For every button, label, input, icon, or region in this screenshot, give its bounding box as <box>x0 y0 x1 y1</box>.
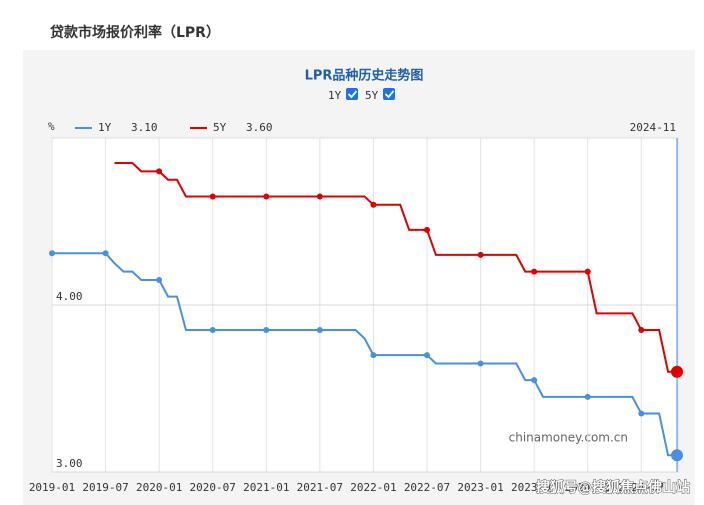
point-marker <box>263 327 270 334</box>
x-tick-label: 2024-01 <box>565 481 611 494</box>
legend-value: 3.10 <box>131 121 158 134</box>
y-axis-label: % <box>48 120 55 133</box>
cursor-label: 2024-11 <box>630 121 676 134</box>
x-tick-label: 2019-07 <box>82 481 128 494</box>
x-tick-label: 2021-01 <box>243 481 289 494</box>
point-marker <box>424 352 430 359</box>
point-marker <box>584 268 591 275</box>
overlay-watermark: 搜狐号@搜狐焦点佛山站 <box>536 479 690 496</box>
point-marker <box>671 449 683 462</box>
series-line <box>114 162 677 373</box>
legend-label: 5Y <box>213 121 227 134</box>
toggle-label: 5Y <box>365 89 379 102</box>
point-marker <box>316 327 323 334</box>
point-marker <box>370 201 377 208</box>
point-marker <box>102 250 109 257</box>
checkbox <box>346 88 358 100</box>
watermark: chinamoney.com.cn <box>509 431 628 445</box>
legend-value: 3.60 <box>246 121 273 134</box>
legend-label: 1Y <box>98 121 112 134</box>
toggle-label: 1Y <box>328 89 342 102</box>
point-marker <box>209 193 216 200</box>
point-marker <box>671 365 683 378</box>
point-marker <box>209 327 216 334</box>
y-tick-label: 3.00 <box>56 457 83 470</box>
checkmark <box>384 90 395 99</box>
point-marker <box>370 352 377 359</box>
point-marker <box>424 226 430 233</box>
chart-title: LPR品种历史走势图 <box>305 68 424 84</box>
point-marker <box>638 327 645 334</box>
point-marker <box>49 250 55 257</box>
x-tick-label: 2022-01 <box>350 481 396 494</box>
point-marker <box>584 393 591 400</box>
point-marker <box>477 251 484 258</box>
point-marker <box>531 268 538 275</box>
x-tick-label: 2020-01 <box>136 481 182 494</box>
point-marker <box>638 410 645 417</box>
point-marker <box>477 360 484 367</box>
series-toggle[interactable] <box>383 88 395 100</box>
x-tick-label: 2023-01 <box>457 481 503 494</box>
series-toggle[interactable] <box>346 88 358 100</box>
x-tick-label: 2021-07 <box>297 481 343 494</box>
x-tick-label: 2023-07 <box>511 481 557 494</box>
page-title: 贷款市场报价利率（LPR） <box>50 24 220 41</box>
y-tick-label: 4.00 <box>56 290 83 303</box>
point-marker <box>316 193 323 200</box>
x-tick-label: 2020-07 <box>190 481 236 494</box>
checkmark <box>347 90 358 99</box>
x-tick-label: 2019-01 <box>29 481 75 494</box>
checkbox <box>383 88 395 100</box>
x-tick-label: 2022-07 <box>404 481 450 494</box>
point-marker <box>263 193 270 200</box>
x-tick-label: 2024-07 <box>618 481 664 494</box>
point-marker <box>156 168 163 175</box>
point-marker <box>531 377 538 384</box>
point-marker <box>156 276 163 283</box>
